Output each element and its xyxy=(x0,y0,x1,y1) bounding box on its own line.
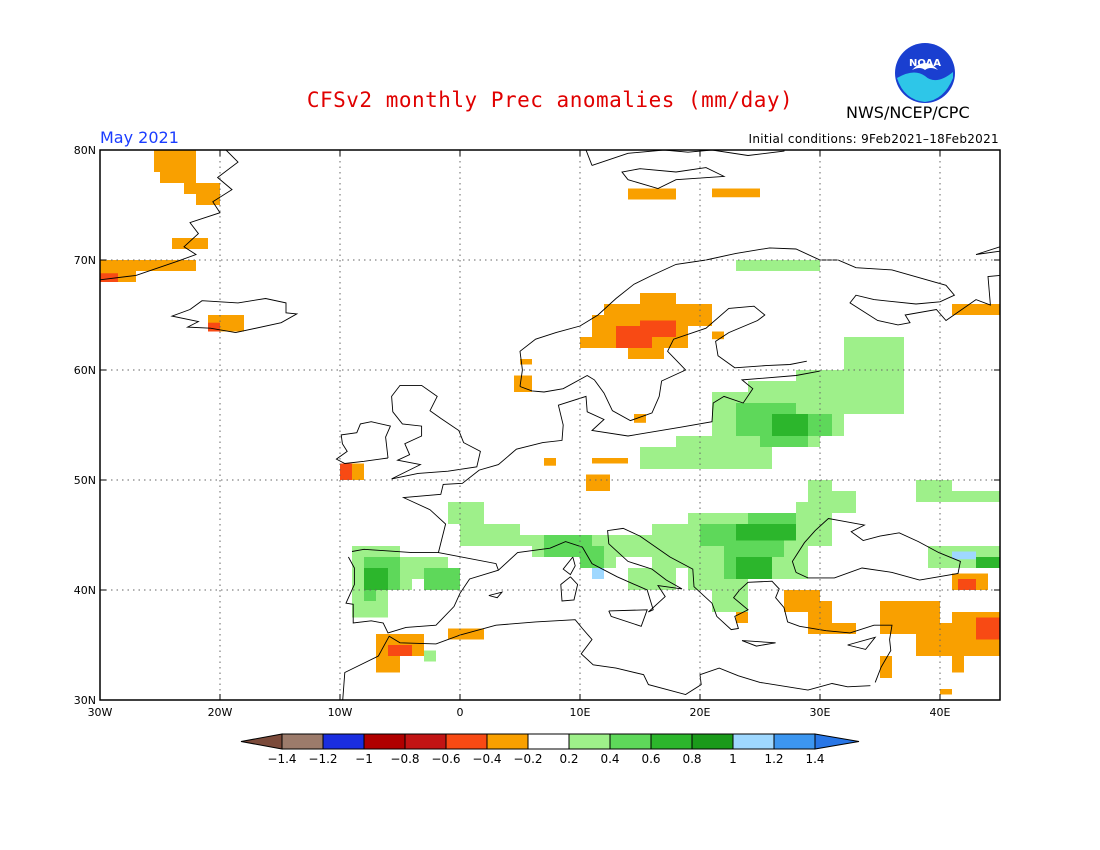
anomaly-russia-green-darker xyxy=(772,414,808,436)
anomaly-levant xyxy=(880,656,892,678)
anomaly-morocco-red xyxy=(388,645,412,656)
map-frame xyxy=(99,149,1001,701)
anomaly-finland-orange xyxy=(712,331,724,340)
anomaly-caucasus-darkgreen xyxy=(976,557,1000,568)
lon-tick-label: 20W xyxy=(208,706,233,719)
coastline-20 xyxy=(488,591,504,599)
lat-tick-label: 30N xyxy=(74,694,96,707)
anomaly-scoresby-red xyxy=(100,273,118,282)
anomaly-georgia-red xyxy=(958,579,976,590)
anomaly-bulgaria-dark xyxy=(736,557,772,579)
anomaly-ireland-red xyxy=(340,463,352,480)
axis-ticks: 30W 20W 10W 0 10E 20E 30E 40E 30N 40N 50N 60N 70N 80N xyxy=(74,144,1000,719)
noaa-logo: NOAA xyxy=(895,43,955,103)
lat-tick-label: 70N xyxy=(74,254,96,267)
coastline-4 xyxy=(791,518,961,581)
lon-tick-label: 30E xyxy=(810,706,831,719)
anomaly-lapland-green xyxy=(736,260,820,271)
anomaly-italy-lightblue xyxy=(592,568,604,579)
anomaly-spain-east-green xyxy=(424,568,460,590)
anomaly-anatolia xyxy=(880,601,952,656)
anomaly-russia-south-green2 xyxy=(952,491,1000,502)
coastline-3 xyxy=(342,619,871,700)
anomaly-germany-east xyxy=(586,474,610,491)
coastline-8 xyxy=(391,384,481,480)
coastline-19 xyxy=(847,636,877,650)
coastline-18 xyxy=(741,640,776,647)
lat-tick-label: 50N xyxy=(74,474,96,487)
coastline-16 xyxy=(560,576,579,602)
lon-tick-label: 30W xyxy=(88,706,113,719)
lon-tick-label: 40E xyxy=(930,706,951,719)
anomaly-svalbard xyxy=(628,188,676,200)
anomaly-norway-small xyxy=(514,375,532,392)
anomaly-algeria-green xyxy=(424,650,436,662)
anomaly-greece-west-green xyxy=(628,568,676,590)
lon-tick-label: 10E xyxy=(570,706,591,719)
coastline-13 xyxy=(621,167,726,189)
anomaly-iceland-red xyxy=(208,322,220,332)
coastline-10 xyxy=(170,298,299,334)
lat-tick-label: 80N xyxy=(74,144,96,157)
anomaly-greenland-south xyxy=(172,238,208,249)
anomaly-france-spot xyxy=(544,458,556,466)
anomaly-russia-north xyxy=(952,304,1000,315)
lat-tick-label: 60N xyxy=(74,364,96,377)
lat-tick-label: 40N xyxy=(74,584,96,597)
anomaly-greece-south xyxy=(736,612,748,623)
anomaly-central-russia xyxy=(844,337,904,414)
noaa-logo-text: NOAA xyxy=(909,58,941,69)
coastline-12 xyxy=(585,150,785,166)
coastlines xyxy=(100,150,1000,700)
anomaly-caucasus-red xyxy=(976,617,1000,640)
coastline-0 xyxy=(345,548,499,634)
anomaly-romania-dark xyxy=(736,524,796,541)
anomaly-sweden-red xyxy=(616,320,676,348)
map-title: CFSv2 monthly Prec anomalies (mm/day) xyxy=(306,88,794,112)
anomaly-svalbard-east xyxy=(712,188,760,198)
coastline-11 xyxy=(100,150,239,281)
coastline-9 xyxy=(335,421,392,464)
anomaly-denmark-south xyxy=(592,458,628,464)
anomaly-regions xyxy=(100,150,1000,695)
graticule xyxy=(100,150,1000,700)
anomaly-iberia-darkgreen xyxy=(364,568,388,590)
coastline-6 xyxy=(519,305,807,422)
coastline-17 xyxy=(608,609,648,627)
agency-label: NWS/NCEP/CPC xyxy=(846,103,970,122)
lon-tick-label: 0 xyxy=(457,706,464,719)
anomaly-italy-green xyxy=(544,535,604,568)
coastline-2 xyxy=(498,527,893,683)
anomaly-greenland-east xyxy=(154,150,220,205)
coastline-1 xyxy=(401,370,821,553)
lon-tick-label: 10W xyxy=(328,706,353,719)
anomaly-caucasus-lightblue xyxy=(952,551,976,560)
coastline-14 xyxy=(975,246,1000,255)
lon-tick-label: 20E xyxy=(690,706,711,719)
coastline-15 xyxy=(562,556,576,576)
coastline-7 xyxy=(519,247,1000,387)
anomaly-cyprus-area xyxy=(940,689,952,695)
coastline-5 xyxy=(999,550,1000,553)
anomaly-ukraine-green xyxy=(808,480,856,513)
forecast-month: May 2021 xyxy=(100,128,179,147)
anomaly-russia-south-green xyxy=(916,480,952,502)
initial-conditions: Initial conditions: 9Feb2021–18Feb2021 xyxy=(748,132,999,146)
